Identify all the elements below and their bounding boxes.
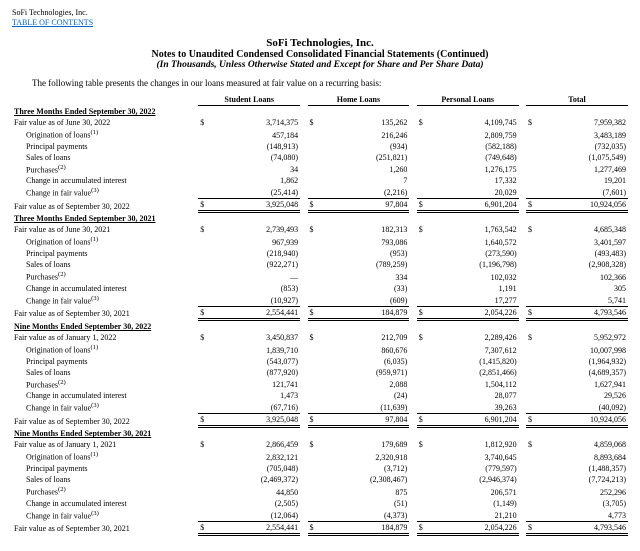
table-row: Sales of loans(877,920)(959,971)(2,851,4… [12, 367, 628, 378]
end-row: Fair value as of September 30, 2021$2,55… [12, 521, 628, 534]
start-row: Fair value as of January 1, 2022$3,450,8… [12, 332, 628, 343]
table-row: Purchases(2)44,850875206,571252,296 [12, 485, 628, 498]
section-title: Three Months Ended September 30, 2021 [12, 212, 628, 225]
financial-table: Student Loans Home Loans Personal Loans … [12, 94, 628, 536]
table-row: Change in accumulated interest1,473(24)2… [12, 390, 628, 401]
table-row: Purchases(2)341,2601,276,1751,277,469 [12, 163, 628, 176]
table-row: Origination of loans(1)967,939793,0861,6… [12, 235, 628, 248]
table-row: Principal payments(218,940)(953)(273,590… [12, 248, 628, 259]
section-title: Three Months Ended September 30, 2022 [12, 106, 628, 118]
doc-title-company: SoFi Technologies, Inc. [12, 37, 628, 49]
table-row: Change in accumulated interest(853)(33)1… [12, 283, 628, 294]
doc-title-units: (In Thousands, Unless Otherwise Stated a… [12, 60, 628, 70]
col-student-loans: Student Loans [198, 94, 300, 106]
start-row: Fair value as of June 30, 2021$2,739,493… [12, 224, 628, 235]
table-row: Change in fair value(3)(10,927)(609)17,2… [12, 294, 628, 307]
table-row: Change in fair value(3)(25,414)(2,216)20… [12, 186, 628, 199]
table-row: Change in accumulated interest(2,505)(51… [12, 498, 628, 509]
company-name-top: SoFi Technologies, Inc. [12, 8, 628, 17]
table-row: Change in fair value(3)(12,064)(4,373)21… [12, 509, 628, 522]
table-row: Principal payments(148,913)(934)(582,188… [12, 141, 628, 152]
end-row: Fair value as of September 30, 2022$3,92… [12, 199, 628, 212]
col-total: Total [526, 94, 628, 106]
toc-link[interactable]: TABLE OF CONTENTS [12, 18, 93, 27]
table-row: Principal payments(705,048)(3,712)(779,5… [12, 463, 628, 474]
col-home-loans: Home Loans [308, 94, 410, 106]
table-row: Origination of loans(1)457,184216,2462,8… [12, 128, 628, 141]
section-title: Nine Months Ended September 30, 2022 [12, 319, 628, 332]
table-row: Origination of loans(1)2,832,1212,320,91… [12, 450, 628, 463]
table-row: Purchases(2)—334102,032102,366 [12, 270, 628, 283]
table-row: Principal payments(543,077)(6,035)(1,415… [12, 356, 628, 367]
table-row: Change in accumulated interest1,862717,3… [12, 175, 628, 186]
table-row: Purchases(2)121,7412,0881,504,1121,627,9… [12, 378, 628, 391]
start-row: Fair value as of January 1, 2021$2,866,4… [12, 439, 628, 450]
col-personal-loans: Personal Loans [417, 94, 519, 106]
intro-text: The following table presents the changes… [32, 78, 628, 88]
end-row: Fair value as of September 30, 2021$2,55… [12, 306, 628, 319]
doc-title-notes: Notes to Unaudited Condensed Consolidate… [12, 49, 628, 60]
column-header-row: Student Loans Home Loans Personal Loans … [12, 94, 628, 106]
table-row: Sales of loans(2,469,372)(2,308,467)(2,9… [12, 474, 628, 485]
table-row: Change in fair value(3)(67,716)(11,639)3… [12, 401, 628, 414]
table-row: Sales of loans(74,080)(251,821)(749,648)… [12, 152, 628, 163]
section-title: Nine Months Ended September 30, 2021 [12, 427, 628, 440]
table-row: Origination of loans(1)1,839,710860,6767… [12, 343, 628, 356]
start-row: Fair value as of June 30, 2022$3,714,375… [12, 117, 628, 128]
end-row: Fair value as of September 30, 2022$3,92… [12, 414, 628, 427]
table-row: Sales of loans(922,271)(789,259)(1,196,7… [12, 259, 628, 270]
